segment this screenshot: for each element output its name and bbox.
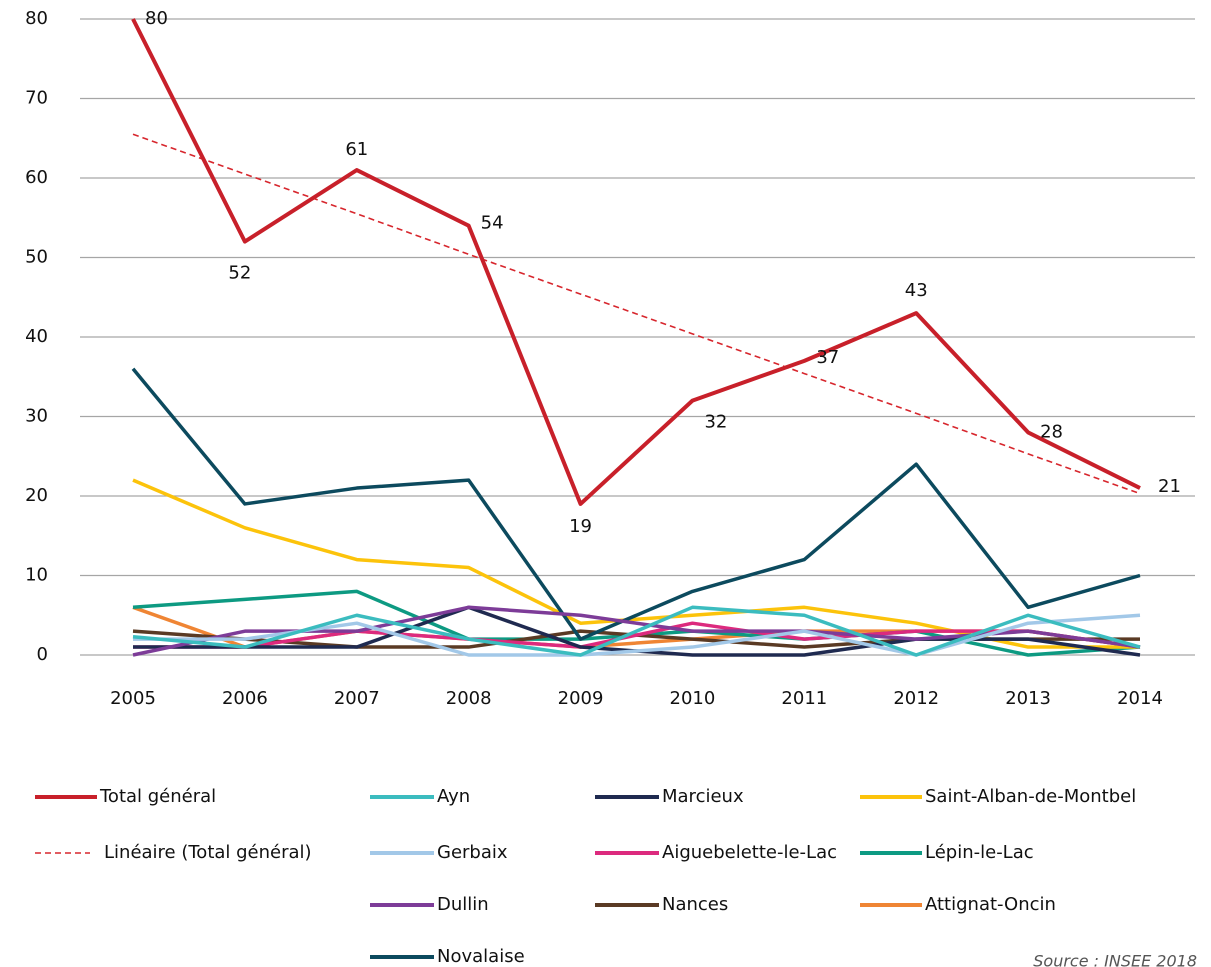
y-tick-label: 10 [25,565,48,586]
x-tick-label: 2010 [670,688,716,709]
data-label: 43 [905,280,928,301]
data-label: 52 [228,263,251,284]
y-tick-label: 30 [25,406,48,427]
x-tick-label: 2008 [446,688,492,709]
legend-label: Linéaire (Total général) [104,842,312,863]
series-line [132,133,1141,495]
y-tick-label: 80 [25,8,48,29]
y-tick-label: 0 [37,644,48,665]
legend-label: Attignat-Oncin [925,894,1056,915]
data-label: 28 [1040,421,1063,442]
legend-label: Dullin [437,894,489,915]
legend-label: Nances [662,894,728,915]
series-line [131,367,1141,641]
legend-label: Novalaise [437,946,525,967]
data-label: 32 [704,412,727,433]
source-note: Source : INSEE 2018 [1033,952,1197,967]
x-tick-label: 2007 [334,688,380,709]
legend-label: Gerbaix [437,842,508,863]
data-label: 61 [345,139,368,160]
y-tick-label: 50 [25,247,48,268]
series-line [133,621,1141,649]
legend-label: Total général [99,786,216,807]
x-tick-label: 2011 [781,688,827,709]
x-tick-label: 2005 [110,688,156,709]
y-tick-label: 20 [25,485,48,506]
y-tick-label: 60 [25,167,48,188]
x-tick-label: 2012 [893,688,939,709]
y-tick-label: 40 [25,326,48,347]
x-tick-label: 2014 [1117,688,1163,709]
x-tick-label: 2009 [558,688,604,709]
series-line [132,605,1141,657]
series-line [131,18,1141,506]
data-label: 37 [816,347,839,368]
y-tick-label: 70 [25,88,48,109]
data-label: 54 [481,213,504,234]
legend-label: Lépin-le-Lac [925,842,1034,863]
legend-label: Marcieux [662,786,744,807]
x-tick-label: 2013 [1005,688,1051,709]
legend-label: Ayn [437,786,470,807]
legend-label: Saint-Alban-de-Montbel [925,786,1136,807]
x-tick-label: 2006 [222,688,268,709]
data-label: 19 [569,516,592,537]
data-label: 80 [145,8,168,29]
data-label: 21 [1158,476,1181,497]
legend-label: Aiguebelette-le-Lac [662,842,837,863]
